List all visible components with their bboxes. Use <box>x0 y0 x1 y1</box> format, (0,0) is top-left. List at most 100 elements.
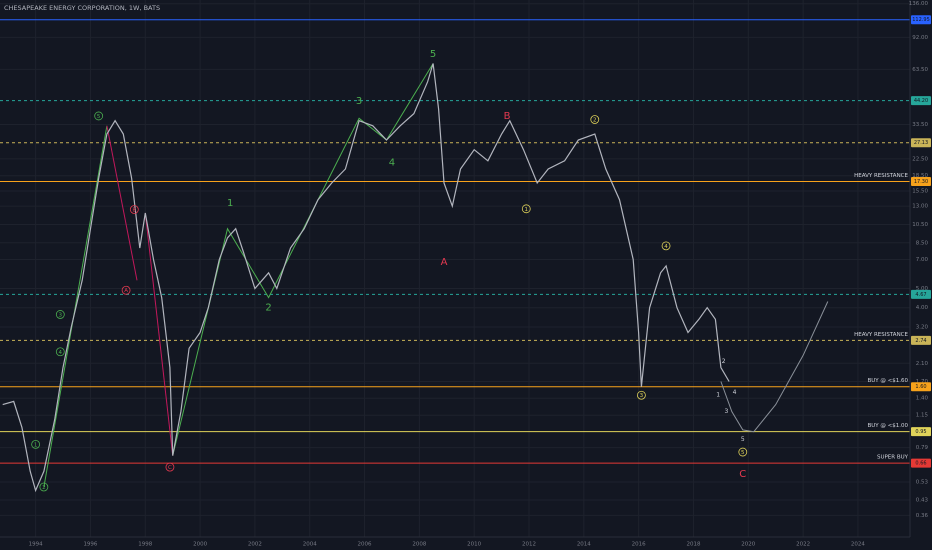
wave-label: 4 <box>389 158 395 169</box>
level-tag-label: 2.74 <box>915 338 926 344</box>
y-tick-label: 18.50 <box>912 173 928 179</box>
y-tick-label: 5.00 <box>916 286 929 292</box>
y-tick-label: 1.15 <box>916 413 929 419</box>
wave-label: 5 <box>430 49 436 60</box>
wave-label: 1 <box>716 392 720 399</box>
wave-label: B <box>504 111 511 122</box>
wave-label: B <box>132 208 136 214</box>
wave-circle <box>738 447 748 457</box>
wave-label: 2 <box>265 303 271 314</box>
x-tick-label: 2002 <box>248 542 262 548</box>
wave-label: 5 <box>741 450 745 456</box>
wave-line <box>106 125 138 281</box>
y-tick-label: 3.20 <box>916 324 929 330</box>
wave-label: A <box>441 257 448 268</box>
y-tick-label: 7.00 <box>916 257 929 263</box>
level-text: HEAVY RESISTANCE <box>854 173 908 179</box>
x-tick-label: 2010 <box>467 542 481 548</box>
level-tag <box>911 335 931 345</box>
plot-layer: 5 B A C 3 4 1 2 1 2 3 4 5 A B 1 2 3 4 5 1 2 3 4 5 C <box>0 19 910 493</box>
level-tag-label: 4.67 <box>915 292 926 298</box>
axes-layer: 136.0092.0063.5033.5022.5018.5015.5013.0… <box>29 1 931 548</box>
x-tick-label: 2016 <box>632 542 646 548</box>
wave-circle <box>636 390 646 400</box>
wave-label: C <box>739 469 746 480</box>
wave-label: 3 <box>356 96 362 107</box>
x-tick-label: 2014 <box>577 542 591 548</box>
x-tick-label: 1996 <box>83 542 97 548</box>
wave-label: C <box>168 465 172 471</box>
wave-label: 1 <box>34 442 38 448</box>
x-tick-label: 2008 <box>412 542 426 548</box>
y-tick-label: 0.79 <box>916 445 929 451</box>
level-tag <box>911 289 931 299</box>
y-tick-label: 2.10 <box>916 361 929 367</box>
y-tick-label: 8.50 <box>916 240 929 246</box>
wave-label: 4 <box>664 244 668 250</box>
y-tick-label: 4.00 <box>916 305 929 311</box>
chart-title: CHESAPEAKE ENERGY CORPORATION, 1W, BATS <box>4 4 160 12</box>
level-tag-label: 17.30 <box>914 179 928 185</box>
y-tick-label: 0.53 <box>916 479 929 485</box>
wave-circle <box>521 204 531 214</box>
wave-label: 3 <box>59 312 63 318</box>
y-tick-label: 0.43 <box>916 498 929 504</box>
price-line <box>2 63 730 493</box>
y-tick-label: 136.00 <box>909 1 929 7</box>
wave-label: 2 <box>593 118 597 124</box>
wave-circle <box>661 241 671 251</box>
x-tick-label: 2004 <box>303 542 317 548</box>
x-tick-label: 2000 <box>193 542 207 548</box>
level-tag-label: 44.20 <box>914 98 928 104</box>
x-tick-label: 2006 <box>358 542 372 548</box>
wave-label: 1 <box>525 207 529 213</box>
level-tag-label: 0.66 <box>915 461 926 467</box>
wave-label: 4 <box>733 389 737 396</box>
level-tag <box>911 96 931 106</box>
level-tag-label: 112.95 <box>912 17 930 23</box>
y-tick-label: 63.50 <box>912 67 928 73</box>
wave-line <box>43 125 108 488</box>
level-tag <box>911 15 931 25</box>
wave-label: A <box>124 288 128 294</box>
x-tick-label: 2022 <box>796 542 810 548</box>
y-tick-label: 22.50 <box>912 156 928 162</box>
wave-circle <box>55 347 65 357</box>
y-tick-label: 15.50 <box>912 188 928 194</box>
wave-label: 4 <box>59 350 63 356</box>
wave-circle <box>165 462 175 472</box>
level-tag <box>911 138 931 148</box>
level-text: BUY @ <$1.60 <box>867 378 908 384</box>
x-tick-label: 2024 <box>851 542 865 548</box>
wave-circle <box>94 111 104 121</box>
level-tag-label: 0.95 <box>915 429 926 435</box>
level-tag <box>911 427 931 437</box>
wave-circle <box>39 482 49 492</box>
y-tick-label: 13.00 <box>912 204 928 210</box>
x-tick-label: 2018 <box>686 542 700 548</box>
x-tick-label: 1994 <box>29 542 43 548</box>
wave-label: 5 <box>97 114 101 120</box>
level-text: HEAVY RESISTANCE <box>854 332 908 338</box>
wave-line <box>144 212 174 456</box>
level-tag <box>911 382 931 392</box>
wave-label: 2 <box>42 485 46 491</box>
wave-label: 2 <box>722 358 726 365</box>
wave-circle <box>590 115 600 124</box>
y-tick-label: 1.40 <box>916 396 929 402</box>
level-text: SUPER BUY <box>877 455 909 461</box>
level-text: BUY @ <$1.00 <box>867 423 908 429</box>
wave-circle <box>129 205 139 214</box>
wave-label: 1 <box>227 198 233 209</box>
wave-circle <box>31 439 41 449</box>
y-tick-label: 33.50 <box>912 122 928 128</box>
wave-label: 3 <box>724 408 728 415</box>
y-tick-label: 92.00 <box>912 35 928 41</box>
wave-line <box>720 301 829 433</box>
grid-layer <box>0 0 910 537</box>
y-tick-label: 10.50 <box>912 222 928 228</box>
x-tick-label: 2012 <box>522 542 536 548</box>
x-tick-label: 1998 <box>138 542 152 548</box>
